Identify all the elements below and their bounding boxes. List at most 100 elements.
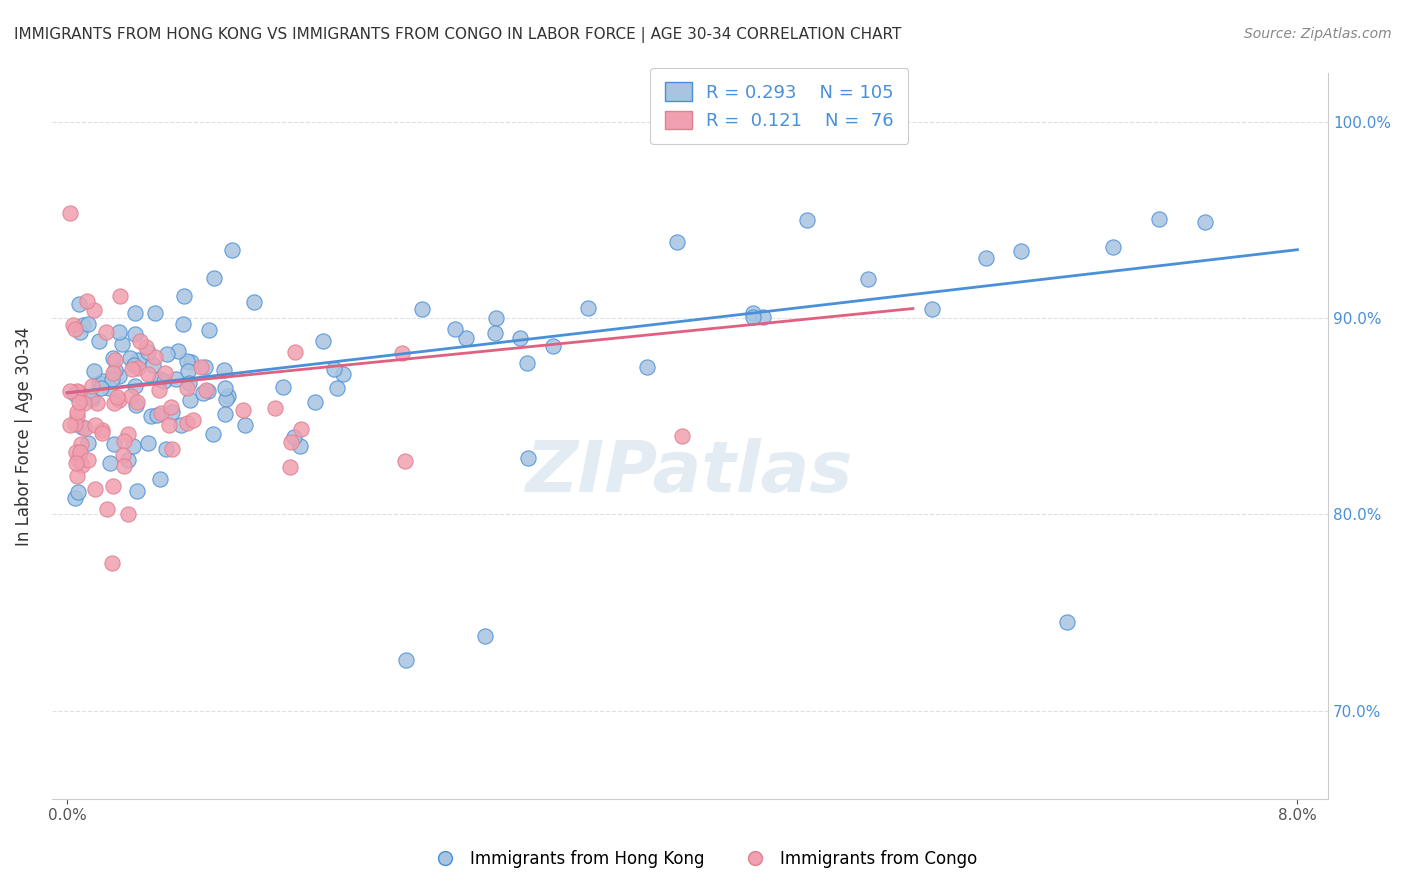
- Point: [135, 340, 157, 354]
- Point: [856, 271, 879, 285]
- Point: [165, 371, 187, 385]
- Point: [352, 801, 374, 815]
- Point: [62, 318, 84, 332]
- Point: [87, 376, 110, 391]
- Point: [162, 442, 184, 456]
- Point: [146, 409, 169, 423]
- Point: [104, 363, 127, 377]
- Point: [217, 389, 239, 403]
- Point: [67, 297, 90, 311]
- Point: [195, 383, 218, 397]
- Point: [541, 338, 564, 352]
- Point: [271, 380, 294, 394]
- Point: [148, 383, 170, 397]
- Point: [1101, 240, 1123, 254]
- Point: [59, 417, 82, 432]
- Point: [63, 491, 86, 505]
- Point: [101, 478, 124, 492]
- Point: [96, 501, 118, 516]
- Point: [128, 334, 150, 348]
- Point: [118, 351, 141, 365]
- Point: [105, 390, 128, 404]
- Point: [516, 451, 538, 466]
- Point: [70, 420, 93, 434]
- Point: [173, 289, 195, 303]
- Point: [198, 323, 221, 337]
- Point: [153, 366, 176, 380]
- Point: [136, 368, 159, 382]
- Point: [103, 436, 125, 450]
- Point: [484, 326, 506, 341]
- Point: [66, 469, 89, 483]
- Point: [312, 334, 335, 348]
- Legend: R = 0.293    N = 105, R =  0.121    N =  76: R = 0.293 N = 105, R = 0.121 N = 76: [650, 68, 908, 145]
- Point: [87, 334, 110, 348]
- Point: [103, 366, 125, 380]
- Point: [63, 322, 86, 336]
- Point: [67, 449, 90, 463]
- Point: [67, 384, 90, 399]
- Point: [190, 359, 212, 374]
- Point: [1194, 215, 1216, 229]
- Point: [86, 396, 108, 410]
- Point: [516, 356, 538, 370]
- Point: [194, 360, 217, 375]
- Point: [127, 394, 149, 409]
- Point: [66, 405, 89, 419]
- Point: [84, 483, 107, 497]
- Point: [124, 326, 146, 341]
- Point: [259, 837, 281, 851]
- Point: [124, 306, 146, 320]
- Point: [143, 306, 166, 320]
- Point: [326, 381, 349, 395]
- Point: [104, 353, 127, 368]
- Point: [63, 417, 86, 431]
- Point: [671, 429, 693, 443]
- Point: [142, 358, 165, 372]
- Point: [509, 331, 531, 345]
- Point: [666, 235, 689, 250]
- Point: [921, 301, 943, 316]
- Point: [77, 435, 100, 450]
- Point: [176, 381, 198, 395]
- Point: [122, 358, 145, 372]
- Point: [157, 417, 180, 432]
- Point: [212, 362, 235, 376]
- Point: [444, 322, 467, 336]
- Point: [233, 418, 256, 433]
- Point: [128, 360, 150, 375]
- Point: [108, 393, 131, 408]
- Point: [155, 442, 177, 457]
- Point: [100, 372, 122, 386]
- Point: [193, 386, 215, 401]
- Point: [67, 452, 90, 467]
- Point: [108, 289, 131, 303]
- Point: [83, 418, 105, 433]
- Point: [304, 395, 326, 409]
- Point: [153, 374, 176, 388]
- Point: [150, 406, 173, 420]
- Point: [156, 347, 179, 361]
- Point: [125, 483, 148, 498]
- Point: [176, 416, 198, 430]
- Point: [111, 448, 134, 462]
- Point: [752, 310, 775, 324]
- Point: [72, 318, 94, 332]
- Point: [149, 472, 172, 486]
- Point: [181, 413, 204, 427]
- Point: [394, 454, 416, 468]
- Point: [159, 401, 181, 415]
- Point: [1010, 244, 1032, 258]
- Point: [139, 409, 162, 424]
- Point: [76, 294, 98, 309]
- Point: [180, 355, 202, 369]
- Point: [322, 827, 344, 841]
- Point: [70, 458, 93, 473]
- Point: [1056, 615, 1078, 630]
- Point: [160, 405, 183, 419]
- Point: [143, 350, 166, 364]
- Point: [243, 294, 266, 309]
- Point: [112, 459, 135, 474]
- Point: [76, 317, 98, 331]
- Point: [80, 390, 103, 404]
